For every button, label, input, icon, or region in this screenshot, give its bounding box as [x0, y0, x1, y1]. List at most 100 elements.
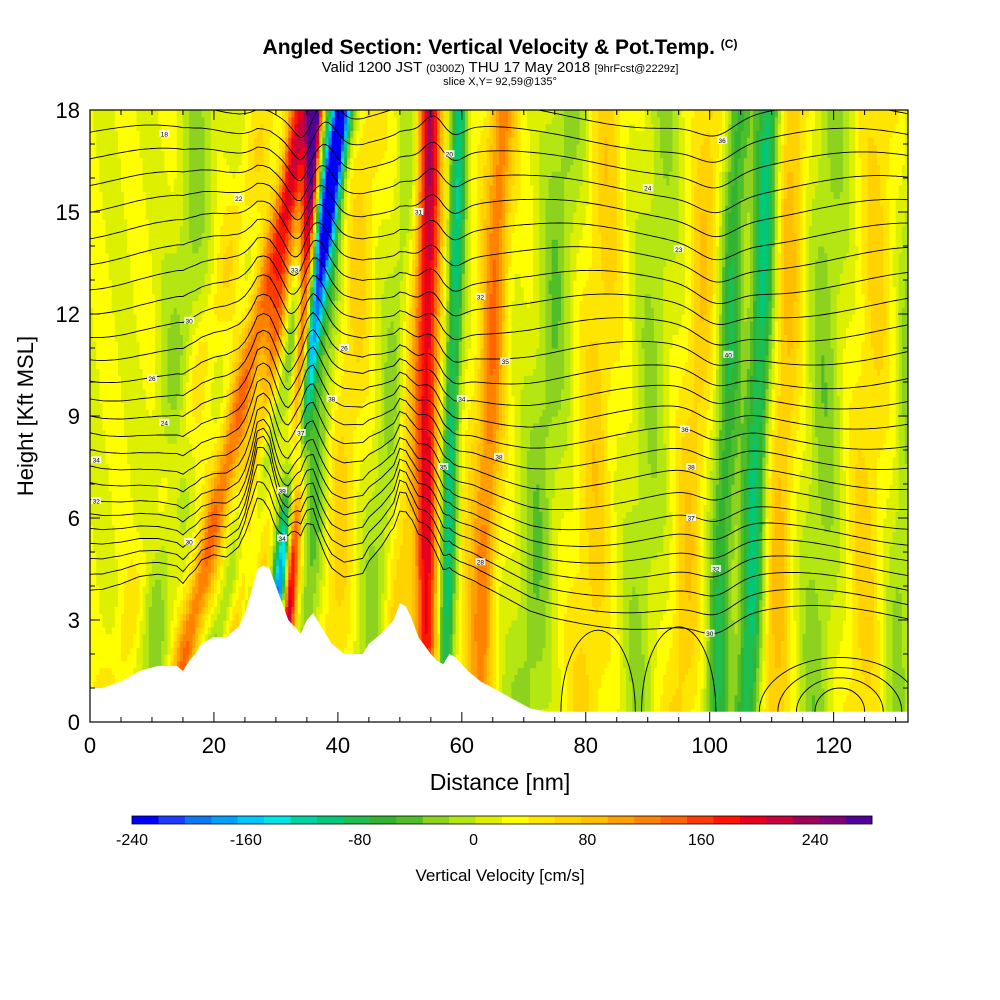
- velocity-cell: [591, 694, 596, 703]
- velocity-cell: [418, 613, 423, 621]
- velocity-cell: [179, 606, 184, 614]
- velocity-cell: [182, 633, 187, 641]
- velocity-cell: [350, 599, 354, 607]
- velocity-cell: [811, 674, 816, 682]
- velocity-cell: [598, 674, 602, 682]
- velocity-cell: [579, 613, 584, 621]
- velocity-cell: [288, 613, 292, 621]
- velocity-cell: [740, 592, 745, 601]
- velocity-cell: [378, 599, 382, 607]
- velocity-cell: [499, 633, 503, 641]
- velocity-cell: [489, 613, 494, 621]
- velocity-cell: [815, 674, 819, 682]
- velocity-cell: [827, 681, 832, 689]
- velocity-cell: [880, 633, 884, 641]
- velocity-cell: [452, 647, 457, 655]
- velocity-cell: [672, 647, 677, 655]
- velocity-cell: [539, 626, 543, 635]
- velocity-cell: [102, 660, 107, 669]
- velocity-cell: [526, 660, 531, 669]
- velocity-cell: [567, 694, 571, 703]
- velocity-cell: [415, 592, 420, 601]
- velocity-cell: [904, 647, 908, 655]
- velocity-cell: [167, 620, 172, 628]
- velocity-cell: [666, 633, 671, 641]
- velocity-cell: [734, 592, 739, 601]
- velocity-cell: [551, 640, 556, 648]
- title-tag: (C): [721, 37, 738, 51]
- velocity-cell: [653, 613, 658, 621]
- velocity-cell: [347, 626, 351, 635]
- velocity-cell: [489, 592, 494, 601]
- velocity-cell: [762, 694, 767, 703]
- velocity-cell: [870, 701, 875, 709]
- velocity-cell: [796, 688, 801, 696]
- velocity-cell: [821, 694, 825, 703]
- velocity-cell: [505, 667, 509, 675]
- velocity-cell: [195, 592, 200, 601]
- velocity-cell: [849, 647, 853, 655]
- velocity-cell: [127, 620, 131, 628]
- velocity-cell: [564, 620, 568, 628]
- velocity-cell: [610, 606, 615, 614]
- velocity-cell: [734, 626, 739, 635]
- velocity-cell: [771, 667, 776, 675]
- velocity-cell: [362, 633, 367, 641]
- velocity-cell: [867, 606, 872, 614]
- velocity-cell: [644, 647, 649, 655]
- velocity-cell: [130, 640, 134, 648]
- velocity-cell: [124, 640, 128, 648]
- velocity-cell: [697, 606, 701, 614]
- velocity-cell: [492, 681, 497, 689]
- velocity-cell: [536, 667, 540, 675]
- velocity-cell: [647, 599, 652, 607]
- velocity-cell: [793, 606, 798, 614]
- velocity-cell: [644, 654, 649, 662]
- velocity-cell: [784, 681, 788, 689]
- velocity-cell: [557, 599, 562, 607]
- velocity-cell: [480, 640, 485, 648]
- velocity-cell: [557, 688, 562, 696]
- velocity-cell: [353, 613, 358, 621]
- velocity-cell: [626, 701, 630, 709]
- velocity-cell: [424, 633, 429, 641]
- velocity-cell: [334, 633, 339, 641]
- velocity-cell: [641, 592, 646, 601]
- velocity-cell: [790, 613, 794, 621]
- velocity-cell: [684, 633, 689, 641]
- velocity-cell: [102, 654, 107, 662]
- velocity-cell: [684, 640, 689, 648]
- velocity-cell: [223, 626, 227, 635]
- velocity-cell: [471, 667, 475, 675]
- velocity-cell: [505, 620, 509, 628]
- velocity-cell: [889, 599, 894, 607]
- velocity-cell: [542, 667, 547, 675]
- velocity-cell: [691, 660, 695, 669]
- velocity-cell: [746, 674, 751, 682]
- velocity-cell: [322, 613, 327, 621]
- velocity-cell: [842, 688, 847, 696]
- velocity-cell: [666, 647, 671, 655]
- velocity-cell: [805, 701, 810, 709]
- velocity-cell: [204, 599, 209, 607]
- velocity-cell: [638, 674, 643, 682]
- velocity-cell: [749, 654, 754, 662]
- velocity-cell: [768, 592, 773, 601]
- velocity-cell: [127, 660, 131, 669]
- velocity-cell: [492, 640, 497, 648]
- velocity-cell: [622, 620, 627, 628]
- velocity-cell: [198, 640, 203, 648]
- velocity-cell: [573, 626, 578, 635]
- velocity-cell: [483, 640, 488, 648]
- velocity-cell: [545, 701, 550, 709]
- velocity-cell: [502, 654, 506, 662]
- velocity-cell: [499, 688, 503, 696]
- velocity-cell: [130, 660, 134, 669]
- velocity-cell: [127, 667, 131, 675]
- velocity-cell: [793, 640, 798, 648]
- velocity-cell: [529, 660, 534, 669]
- velocity-cell: [722, 620, 726, 628]
- velocity-cell: [139, 613, 144, 621]
- velocity-cell: [740, 694, 745, 703]
- velocity-cell: [780, 647, 785, 655]
